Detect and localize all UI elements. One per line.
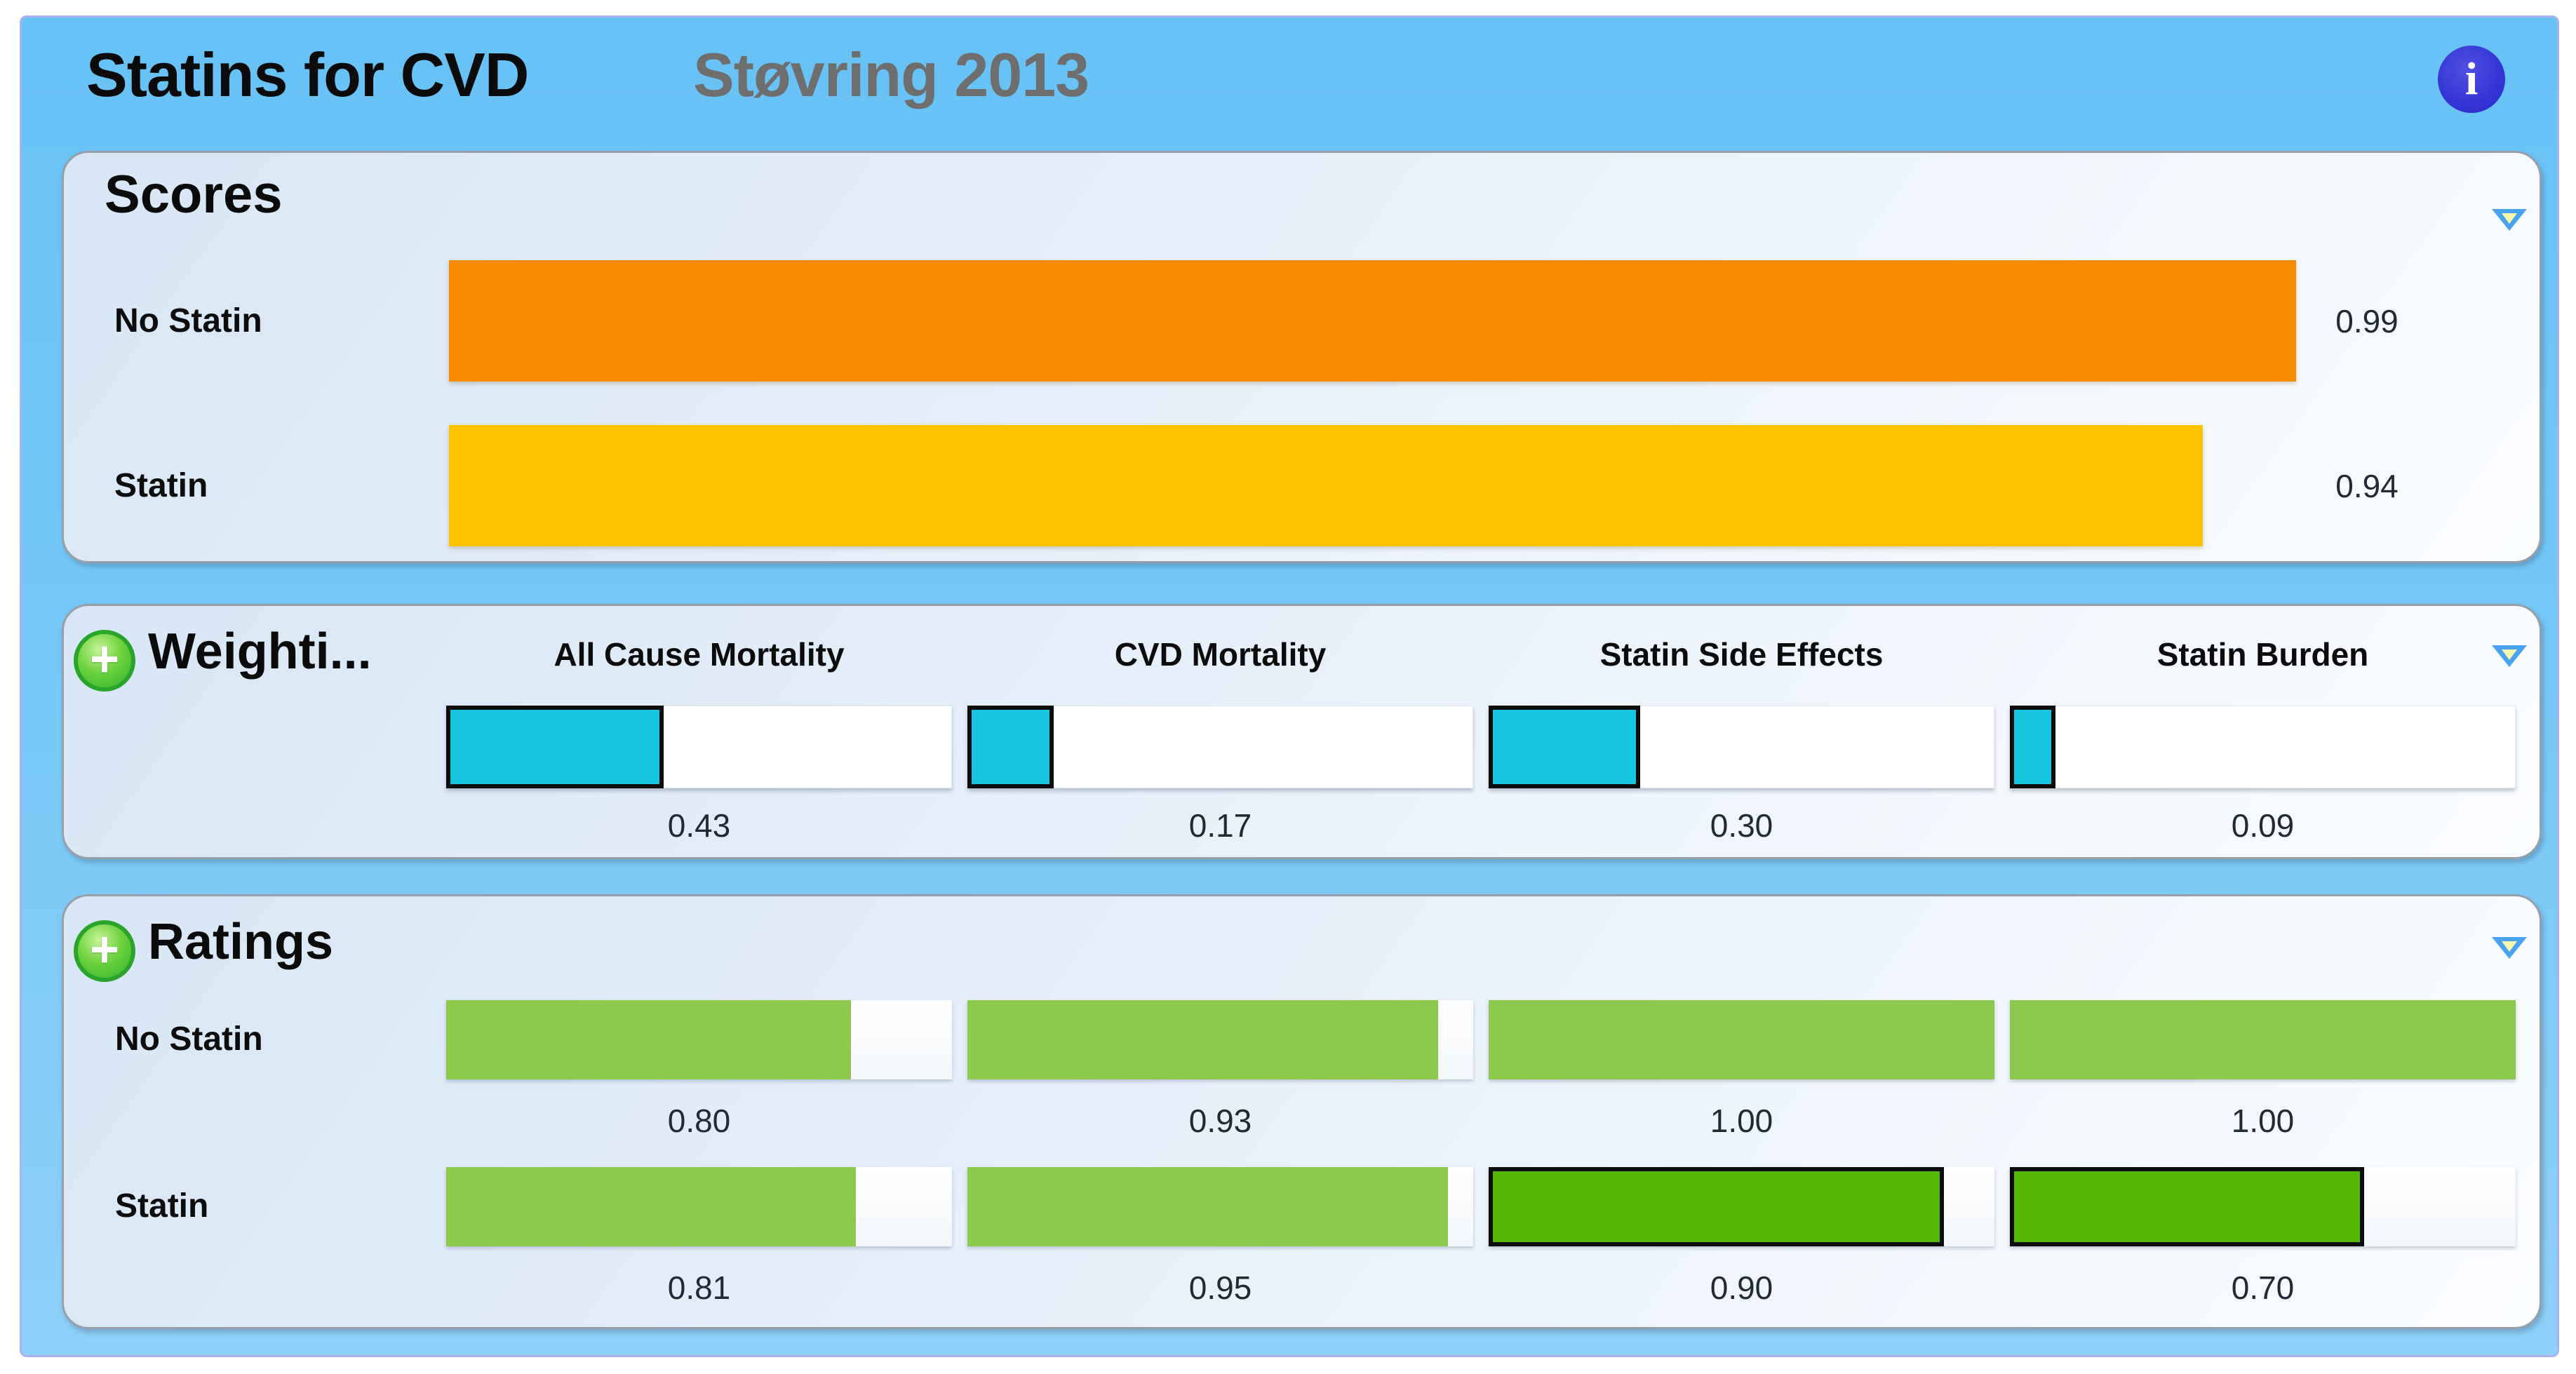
weight-slider-statin-side-effects[interactable] (1489, 706, 1994, 788)
criterion-label-statin-burden: Statin Burden (2156, 636, 2369, 673)
score-value-no-statin: 0.99 (2335, 303, 2399, 339)
rating-bar-no-statin-statin-side-effects[interactable] (1489, 1000, 1994, 1079)
weight-slider-fill[interactable] (967, 706, 1054, 788)
rating-bar-fill[interactable] (1489, 1000, 1994, 1079)
rating-value: 0.90 (1710, 1269, 1773, 1306)
weight-slider-statin-burden[interactable] (2010, 706, 2516, 788)
scores-panel-title: Scores (105, 165, 283, 224)
scores-collapse-button[interactable] (2490, 208, 2528, 233)
rating-value: 0.95 (1188, 1269, 1252, 1306)
app-title: Statins for CVD (86, 40, 529, 109)
rating-value: 1.00 (2231, 1103, 2295, 1139)
criterion-label-all-cause-mortality: All Cause Mortality (554, 636, 845, 673)
rating-value: 0.80 (667, 1103, 731, 1139)
criterion-label-cvd-mortality: CVD Mortality (1114, 636, 1327, 673)
rating-bar-no-statin-all-cause-mortality[interactable] (446, 1000, 952, 1079)
weight-slider-fill[interactable] (2010, 706, 2055, 788)
rating-bar-statin-statin-side-effects[interactable] (1489, 1167, 1994, 1246)
weightings-collapse-button[interactable] (2490, 644, 2528, 669)
weight-value: 0.43 (667, 807, 731, 844)
weight-value: 0.30 (1710, 807, 1773, 844)
add-criterion-button[interactable]: + (74, 630, 135, 692)
rating-bar-fill[interactable] (967, 1000, 1438, 1079)
weight-value: 0.17 (1188, 807, 1252, 844)
weight-slider-fill[interactable] (1489, 706, 1641, 788)
rating-value: 0.70 (2231, 1269, 2295, 1306)
rating-row-label-statin: Statin (115, 1187, 209, 1225)
rating-bar-no-statin-statin-burden[interactable] (2010, 1000, 2516, 1079)
chevron-down-icon (2492, 937, 2527, 959)
score-value-statin: 0.94 (2335, 468, 2399, 504)
rating-bar-fill-selected[interactable] (1489, 1167, 1944, 1246)
info-icon: i (2464, 53, 2478, 105)
rating-bar-fill-selected[interactable] (2010, 1167, 2364, 1246)
weightings-panel-title: Weighti... (148, 624, 372, 680)
rating-bar-fill[interactable] (446, 1167, 856, 1246)
weight-slider-all-cause-mortality[interactable] (446, 706, 952, 788)
score-bar-no-statin (449, 260, 2315, 382)
criterion-label-statin-side-effects: Statin Side Effects (1599, 636, 1884, 673)
ratings-collapse-button[interactable] (2490, 936, 2528, 961)
score-bar-fill (449, 425, 2203, 546)
score-bar-fill (449, 260, 2297, 382)
rating-value: 0.81 (667, 1269, 731, 1306)
add-option-button[interactable]: + (74, 920, 135, 982)
rating-bar-fill[interactable] (2010, 1000, 2516, 1079)
app-subtitle: Støvring 2013 (693, 40, 1089, 109)
weight-slider-fill[interactable] (446, 706, 664, 788)
rating-bar-statin-statin-burden[interactable] (2010, 1167, 2516, 1246)
rating-bar-statin-cvd-mortality[interactable] (967, 1167, 1473, 1246)
rating-bar-fill[interactable] (446, 1000, 851, 1079)
scores-panel: Scores No Statin 0.99 Statin 0.94 (62, 151, 2542, 563)
score-row-label-no-statin: No Statin (114, 302, 262, 339)
chevron-down-icon (2492, 209, 2527, 231)
rating-bar-fill[interactable] (967, 1167, 1448, 1246)
chevron-down-icon (2492, 645, 2527, 667)
weightings-panel: + Weighti... All Cause Mortality CVD Mor… (62, 604, 2542, 859)
rating-value: 1.00 (1710, 1103, 1773, 1139)
score-bar-statin (449, 425, 2315, 546)
weight-value: 0.09 (2231, 807, 2295, 844)
rating-bar-no-statin-cvd-mortality[interactable] (967, 1000, 1473, 1079)
ratings-panel-title: Ratings (148, 914, 334, 970)
app-window: Statins for CVD Støvring 2013 i Scores N… (20, 15, 2559, 1357)
rating-bar-statin-all-cause-mortality[interactable] (446, 1167, 952, 1246)
weight-slider-cvd-mortality[interactable] (967, 706, 1473, 788)
ratings-panel: + Ratings No Statin 0.80 0.93 1.00 1.00 (62, 894, 2542, 1329)
rating-value: 0.93 (1188, 1103, 1252, 1139)
score-row-label-statin: Statin (114, 467, 208, 504)
info-button[interactable]: i (2438, 46, 2505, 113)
rating-row-label-no-statin: No Statin (115, 1021, 263, 1058)
